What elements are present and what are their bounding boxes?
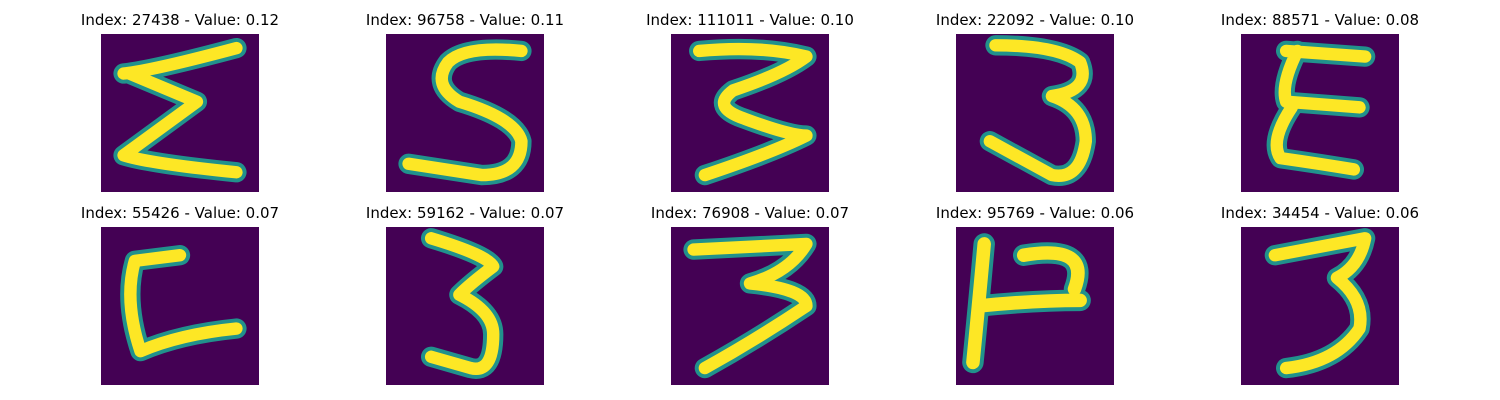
digit-image [386,227,544,385]
panel: Index: 27438 - Value: 0.12 [60,0,300,192]
panel: Index: 34454 - Value: 0.06 [1200,193,1440,385]
digit-image [1241,34,1399,192]
panel-title: Index: 88571 - Value: 0.08 [1220,11,1420,29]
panel: Index: 111011 - Value: 0.10 [630,0,870,192]
digit-image [386,34,544,192]
panel-title: Index: 34454 - Value: 0.06 [1220,204,1420,222]
digit-image [671,227,829,385]
panel-title: Index: 111011 - Value: 0.10 [646,11,854,29]
digit-image [101,34,259,192]
panel-title: Index: 27438 - Value: 0.12 [80,11,280,29]
panel: Index: 76908 - Value: 0.07 [630,193,870,385]
panel-title: Index: 95769 - Value: 0.06 [935,204,1135,222]
panel-title: Index: 55426 - Value: 0.07 [80,204,280,222]
digit-image [671,34,829,192]
panel-title: Index: 22092 - Value: 0.10 [935,11,1135,29]
panel: Index: 22092 - Value: 0.10 [915,0,1155,192]
panel: Index: 59162 - Value: 0.07 [345,193,585,385]
panel-title: Index: 96758 - Value: 0.11 [365,11,565,29]
digit-image [956,227,1114,385]
panel: Index: 88571 - Value: 0.08 [1200,0,1440,192]
panel-title: Index: 76908 - Value: 0.07 [650,204,850,222]
panel: Index: 95769 - Value: 0.06 [915,193,1155,385]
digit-image [956,34,1114,192]
panel: Index: 96758 - Value: 0.11 [345,0,585,192]
digit-image [101,227,259,385]
panel-title: Index: 59162 - Value: 0.07 [365,204,565,222]
digit-image [1241,227,1399,385]
panel: Index: 55426 - Value: 0.07 [60,193,300,385]
